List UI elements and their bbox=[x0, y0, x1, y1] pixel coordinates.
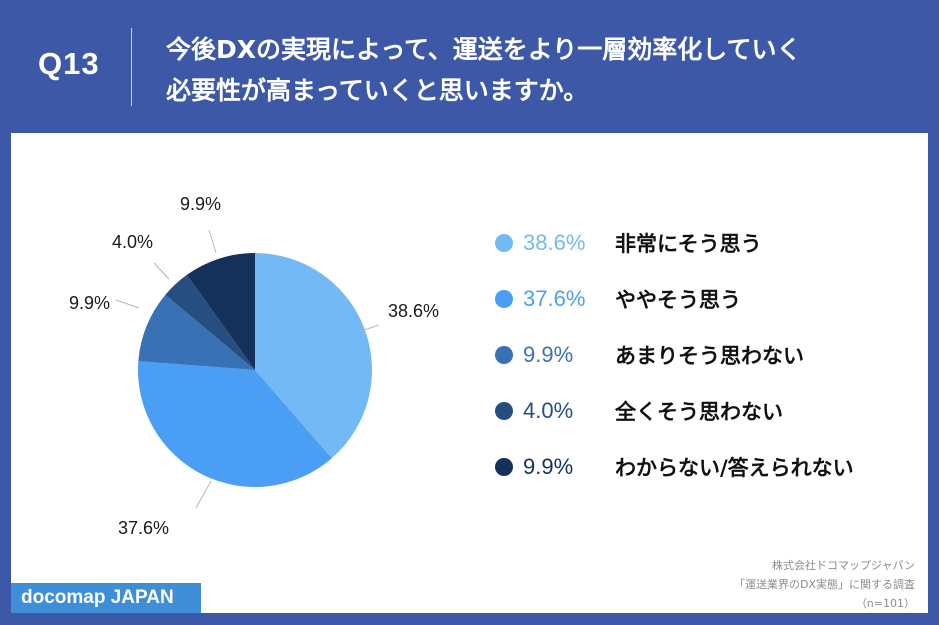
pie-slices bbox=[138, 253, 372, 488]
header-divider bbox=[131, 28, 132, 106]
credit-company: 株式会社ドコマップジャパン bbox=[772, 559, 915, 572]
pie-label-somewhat: 37.6% bbox=[118, 518, 170, 538]
pie-label-dont-know: 9.9% bbox=[180, 194, 222, 214]
legend-label: あまりそう思わない bbox=[615, 344, 804, 368]
legend-item: 9.9% あまりそう思わない bbox=[495, 340, 804, 370]
pie-label-not-at-all: 4.0% bbox=[112, 232, 154, 252]
question-number: Q13 bbox=[38, 46, 100, 81]
pie-slice bbox=[186, 253, 255, 370]
legend-item: 9.9% わからない/答えられない bbox=[495, 452, 854, 482]
legend-pct: 4.0% bbox=[523, 398, 574, 423]
legend-item: 37.6% ややそう思う bbox=[495, 284, 741, 314]
credit-survey: 「運送業界のDX実態」に関する調査 bbox=[733, 578, 915, 591]
pie-chart bbox=[115, 229, 380, 509]
legend-pct: 9.9% bbox=[523, 342, 574, 367]
legend-dot-icon bbox=[495, 234, 513, 252]
pie-slice bbox=[255, 253, 372, 459]
header: Q13 今後DXの実現によって、運送をより一層効率化していく 必要性が高まってい… bbox=[0, 0, 939, 133]
legend-item: 4.0% 全くそう思わない bbox=[495, 396, 783, 426]
legend-dot-icon bbox=[495, 458, 513, 476]
pie-slice bbox=[138, 361, 332, 488]
survey-credit: 株式会社ドコマップジャパン 「運送業界のDX実態」に関する調査 （n=101） bbox=[734, 556, 915, 613]
legend-dot-icon bbox=[495, 402, 513, 420]
legend-pct: 9.9% bbox=[523, 454, 574, 479]
legend-label: ややそう思う bbox=[615, 288, 741, 312]
legend-label: 非常にそう思う bbox=[615, 232, 762, 256]
leader-lines bbox=[115, 229, 380, 509]
pie-slice bbox=[165, 274, 255, 370]
pie-slice bbox=[138, 294, 255, 370]
legend-dot-icon bbox=[495, 346, 513, 364]
legend-label: 全くそう思わない bbox=[615, 400, 783, 424]
legend-item: 38.6% 非常にそう思う bbox=[495, 228, 762, 258]
brand-logo: docomap JAPAN bbox=[11, 583, 201, 613]
question-title: 今後DXの実現によって、運送をより一層効率化していく 必要性が高まっていくと思い… bbox=[166, 29, 802, 111]
legend-dot-icon bbox=[495, 290, 513, 308]
legend-label: わからない/答えられない bbox=[615, 456, 854, 480]
legend-pct: 38.6% bbox=[523, 230, 586, 255]
legend-pct: 37.6% bbox=[523, 286, 586, 311]
chart-panel: 38.6% 37.6% 9.9% 4.0% 9.9% 38.6% 非常にそう思う… bbox=[11, 133, 928, 613]
credit-sample: （n=101） bbox=[855, 597, 915, 610]
pie-label-not-much: 9.9% bbox=[69, 293, 111, 313]
question-line-1: 今後DXの実現によって、運送をより一層効率化していく bbox=[166, 35, 802, 64]
pie-label-very-much: 38.6% bbox=[388, 301, 440, 321]
question-line-2: 必要性が高まっていくと思いますか。 bbox=[166, 76, 589, 105]
